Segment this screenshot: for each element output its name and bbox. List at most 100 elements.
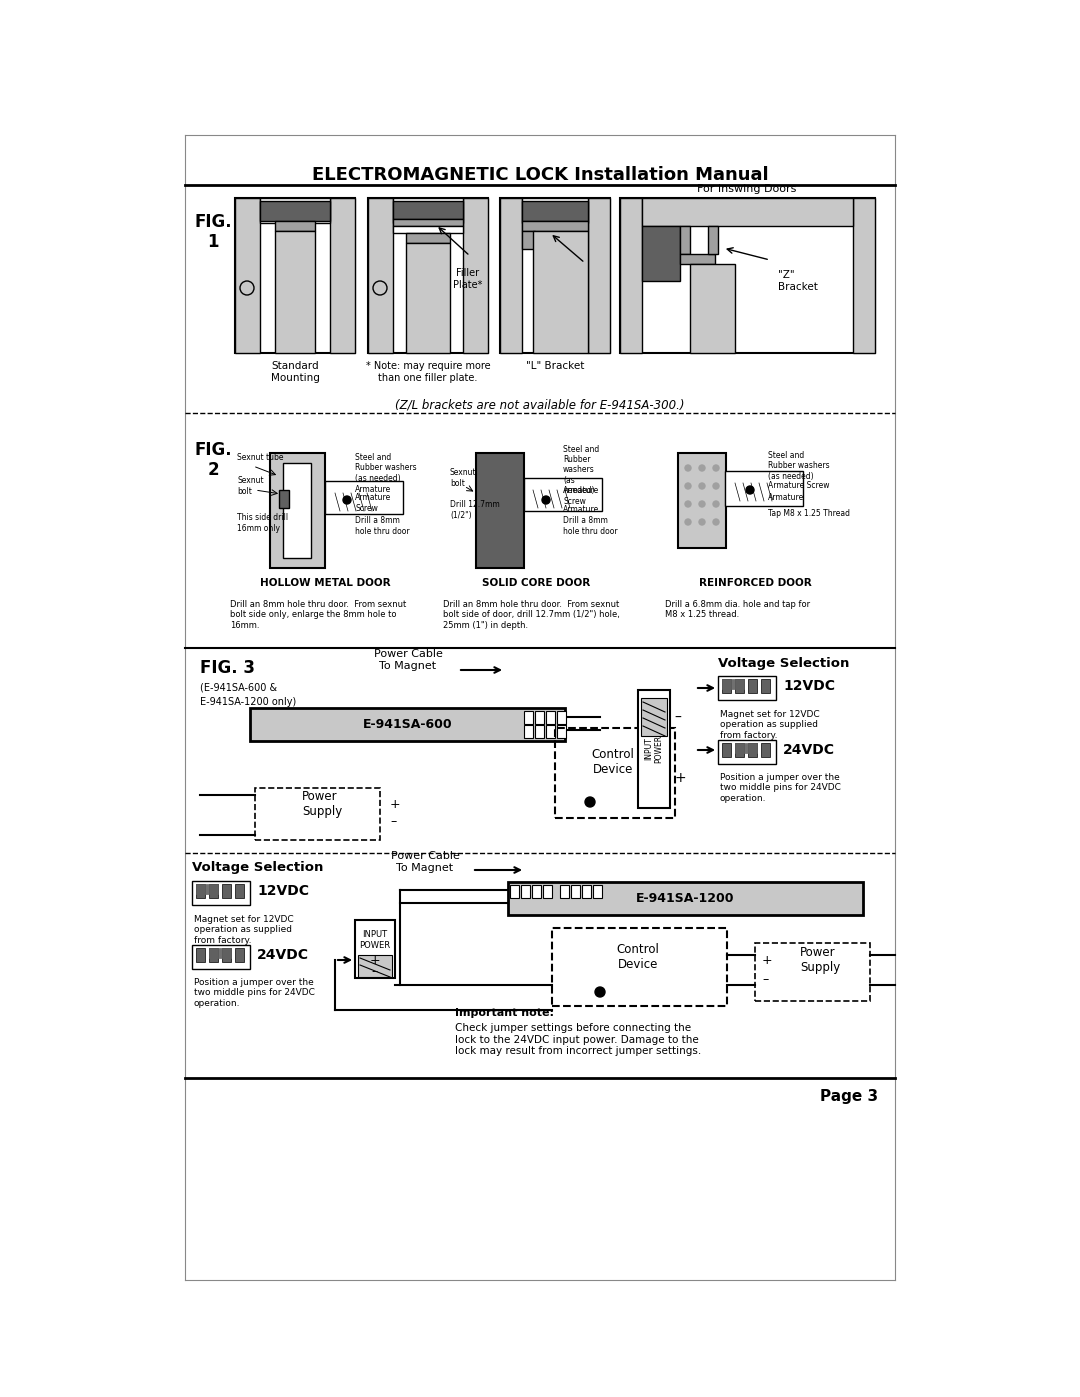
Bar — [222, 949, 231, 963]
Text: –: – — [762, 974, 768, 986]
Bar — [723, 679, 731, 693]
Bar — [535, 711, 544, 724]
Text: Power Cable
To Magnet: Power Cable To Magnet — [391, 851, 459, 873]
Bar — [534, 231, 588, 353]
Bar — [255, 788, 380, 840]
Circle shape — [685, 520, 691, 525]
Bar — [195, 884, 205, 898]
Bar — [522, 231, 535, 249]
Circle shape — [699, 502, 705, 507]
Bar — [500, 198, 522, 353]
Bar — [708, 226, 718, 254]
Bar — [476, 453, 524, 569]
Bar — [571, 886, 580, 898]
Bar — [690, 264, 735, 353]
Circle shape — [713, 465, 719, 471]
Bar — [735, 743, 744, 757]
Bar — [279, 490, 289, 509]
Bar — [195, 949, 205, 963]
Text: For Inswing Doors: For Inswing Doors — [698, 184, 797, 194]
Bar — [620, 198, 875, 353]
Bar — [235, 198, 355, 353]
Text: Power Cable
To Magnet: Power Cable To Magnet — [374, 650, 443, 671]
Text: Steel and
Rubber washers
(as needed): Steel and Rubber washers (as needed) — [355, 453, 417, 483]
Circle shape — [685, 502, 691, 507]
Text: 24VDC: 24VDC — [783, 743, 835, 757]
Text: 2: 2 — [207, 461, 219, 479]
Bar — [718, 676, 777, 700]
Bar — [543, 886, 552, 898]
Bar — [508, 882, 863, 915]
Text: E-941SA-600: E-941SA-600 — [363, 718, 453, 731]
Bar — [853, 198, 875, 353]
Bar — [522, 198, 588, 224]
Circle shape — [595, 988, 605, 997]
Text: Armature: Armature — [768, 493, 805, 503]
Bar — [557, 711, 566, 724]
Text: +: + — [674, 771, 686, 785]
Text: Drill a 8mm
hole thru door: Drill a 8mm hole thru door — [355, 517, 409, 535]
Bar — [620, 198, 642, 353]
Text: Steel and
Rubber washers
(as needed): Steel and Rubber washers (as needed) — [768, 451, 829, 481]
Text: Standard
Mounting: Standard Mounting — [271, 360, 320, 383]
Text: +: + — [390, 798, 401, 810]
Bar — [642, 198, 853, 226]
Bar — [593, 886, 602, 898]
Bar — [561, 886, 569, 898]
Bar — [192, 944, 249, 970]
Bar — [500, 198, 610, 353]
Circle shape — [585, 798, 595, 807]
Text: +: + — [762, 954, 772, 967]
Bar — [546, 711, 555, 724]
Text: INPUT
POWER: INPUT POWER — [360, 930, 391, 950]
Bar — [368, 198, 488, 353]
Text: Power
Supply: Power Supply — [800, 946, 840, 974]
Bar — [355, 921, 395, 978]
Bar — [524, 725, 534, 738]
Text: 12VDC: 12VDC — [783, 679, 835, 693]
Circle shape — [685, 483, 691, 489]
Circle shape — [699, 465, 705, 471]
Bar — [735, 743, 757, 753]
Text: E-941SA-1200 only): E-941SA-1200 only) — [200, 697, 296, 707]
Text: Drill a 6.8mm dia. hole and tap for
M8 x 1.25 thread.: Drill a 6.8mm dia. hole and tap for M8 x… — [665, 599, 810, 619]
Text: +: + — [369, 954, 380, 967]
Bar — [406, 243, 450, 353]
Text: Important note:: Important note: — [455, 1009, 554, 1018]
Bar — [393, 201, 463, 219]
Text: Control
Device: Control Device — [617, 943, 660, 971]
Text: Magnet set for 12VDC
operation as supplied
from factory.: Magnet set for 12VDC operation as suppli… — [720, 710, 820, 740]
Bar — [546, 725, 555, 738]
Bar — [393, 226, 463, 233]
Text: (Z/L brackets are not available for E-941SA-300.): (Z/L brackets are not available for E-94… — [395, 398, 685, 412]
Text: Power
Supply: Power Supply — [302, 789, 342, 819]
Text: Drill 12.7mm
(1/2"): Drill 12.7mm (1/2") — [450, 500, 500, 520]
Circle shape — [699, 520, 705, 525]
Circle shape — [713, 483, 719, 489]
Bar — [210, 884, 218, 898]
Bar — [522, 221, 588, 231]
Text: Filler
Plate*: Filler Plate* — [454, 268, 483, 289]
Text: Armature: Armature — [563, 506, 599, 514]
Circle shape — [343, 496, 351, 504]
Bar — [723, 743, 731, 757]
Bar — [521, 886, 530, 898]
Text: Voltage Selection: Voltage Selection — [192, 862, 323, 875]
Bar — [730, 483, 785, 502]
Circle shape — [713, 520, 719, 525]
Bar — [557, 725, 566, 738]
Bar — [748, 679, 757, 693]
Bar — [235, 198, 260, 353]
Text: SOLID CORE DOOR: SOLID CORE DOOR — [482, 578, 590, 588]
Circle shape — [713, 502, 719, 507]
Bar — [463, 198, 488, 353]
Text: "Z"
Bracket: "Z" Bracket — [778, 270, 818, 292]
Bar — [642, 698, 667, 736]
Text: Armature: Armature — [355, 486, 391, 495]
Circle shape — [240, 281, 254, 295]
Bar — [283, 462, 311, 557]
Bar — [330, 493, 384, 511]
Text: * Note: may require more
than one filler plate.: * Note: may require more than one filler… — [366, 360, 490, 383]
Bar — [368, 198, 393, 353]
Text: Drill an 8mm hole thru door.  From sexnut
bolt side only, enlarge the 8mm hole t: Drill an 8mm hole thru door. From sexnut… — [230, 599, 406, 630]
